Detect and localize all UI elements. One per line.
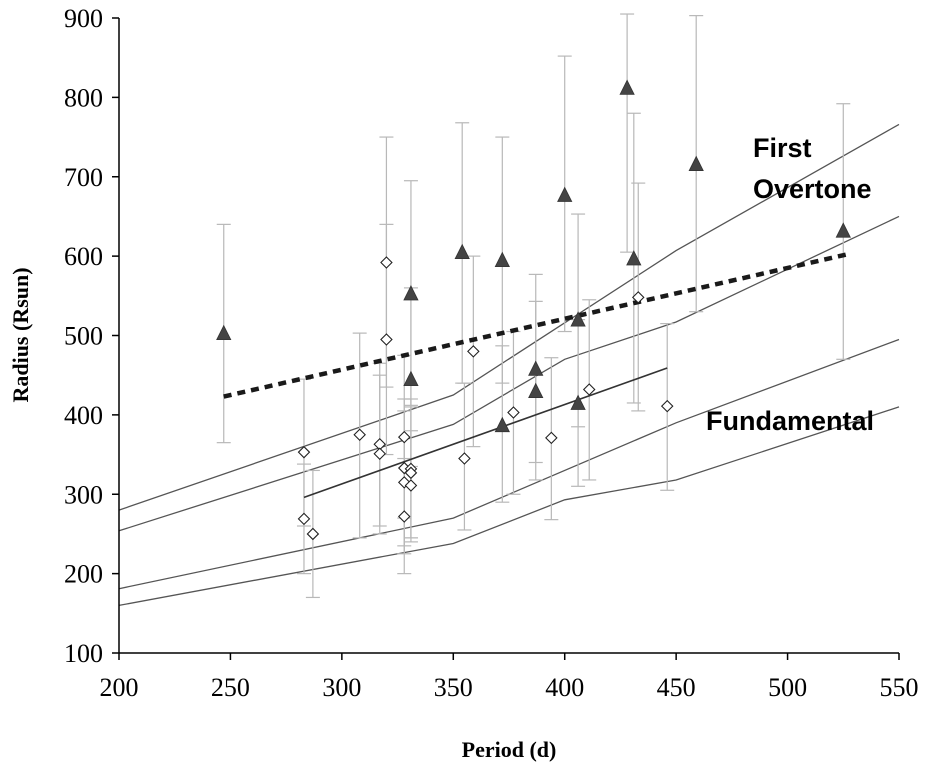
x-tick-label: 350 bbox=[434, 673, 473, 702]
triangle-marker bbox=[454, 243, 470, 260]
markers-layer bbox=[216, 79, 851, 541]
diamond-marker bbox=[467, 345, 480, 358]
diamond-marker bbox=[660, 399, 674, 413]
triangle-marker bbox=[528, 360, 544, 376]
y-tick-label: 900 bbox=[64, 4, 103, 33]
annotation-first: First bbox=[753, 133, 812, 163]
triangle-marker bbox=[570, 394, 586, 410]
diamond-marker bbox=[353, 428, 366, 441]
y-tick-label: 500 bbox=[64, 322, 103, 351]
y-tick-label: 800 bbox=[64, 83, 103, 112]
x-tick-label: 450 bbox=[657, 673, 696, 702]
x-tick-label: 500 bbox=[768, 673, 807, 702]
diamond-marker bbox=[397, 510, 411, 523]
x-tick-label: 300 bbox=[322, 673, 361, 702]
triangle-marker bbox=[528, 382, 544, 398]
diamond-marker bbox=[297, 512, 311, 526]
triangle-marker bbox=[570, 311, 586, 327]
axes-layer bbox=[112, 17, 900, 660]
triangle-marker bbox=[835, 222, 851, 238]
diamond-marker bbox=[545, 431, 558, 445]
triangle-marker bbox=[626, 250, 642, 266]
error-bars-layer bbox=[216, 13, 851, 599]
diamond-marker bbox=[582, 383, 596, 396]
diamond-marker bbox=[404, 466, 418, 480]
annotation-fundamental: Fundamental bbox=[706, 406, 874, 436]
model-line bbox=[118, 338, 900, 590]
y-tick-label: 100 bbox=[64, 639, 103, 668]
y-tick-label: 300 bbox=[64, 480, 103, 509]
diamond-marker bbox=[380, 256, 393, 269]
diamond-marker bbox=[458, 452, 471, 465]
triangle-marker bbox=[494, 251, 510, 267]
diamond-marker bbox=[373, 447, 387, 461]
fit-line-solid bbox=[303, 367, 668, 499]
triangle-marker bbox=[403, 285, 419, 301]
diamond-marker bbox=[306, 527, 320, 541]
x-tick-label: 400 bbox=[545, 673, 584, 702]
y-tick-label: 600 bbox=[64, 242, 103, 271]
diamond-marker bbox=[631, 291, 645, 304]
y-tick-label: 700 bbox=[64, 163, 103, 192]
y-tick-label: 200 bbox=[64, 560, 103, 589]
model-line bbox=[118, 215, 900, 532]
model-line bbox=[118, 406, 900, 607]
annotation-overtone: Overtone bbox=[753, 174, 872, 204]
tick-labels-layer: 200 250 300 350 400 450 500 550 100 200 300 400 500 6… bbox=[64, 4, 919, 702]
fit-lines-layer bbox=[223, 251, 851, 499]
y-axis-title: Radius (Rsun) bbox=[8, 267, 33, 402]
triangle-marker bbox=[494, 416, 510, 433]
triangle-marker bbox=[216, 324, 232, 341]
diamond-marker bbox=[404, 479, 418, 492]
triangle-marker bbox=[557, 186, 573, 202]
y-tick-label: 400 bbox=[64, 401, 103, 430]
x-tick-label: 250 bbox=[211, 673, 250, 702]
diamond-marker bbox=[380, 333, 393, 346]
diamond-marker bbox=[507, 406, 520, 419]
x-tick-label: 550 bbox=[880, 673, 919, 702]
x-axis-title: Period (d) bbox=[462, 737, 557, 762]
triangle-marker bbox=[688, 155, 704, 171]
triangle-marker bbox=[619, 79, 635, 95]
diamond-marker bbox=[297, 445, 311, 459]
diamond-marker bbox=[397, 430, 411, 444]
fit-line-dashed bbox=[223, 251, 851, 399]
x-tick-label: 200 bbox=[100, 673, 139, 702]
triangle-marker bbox=[403, 370, 419, 387]
